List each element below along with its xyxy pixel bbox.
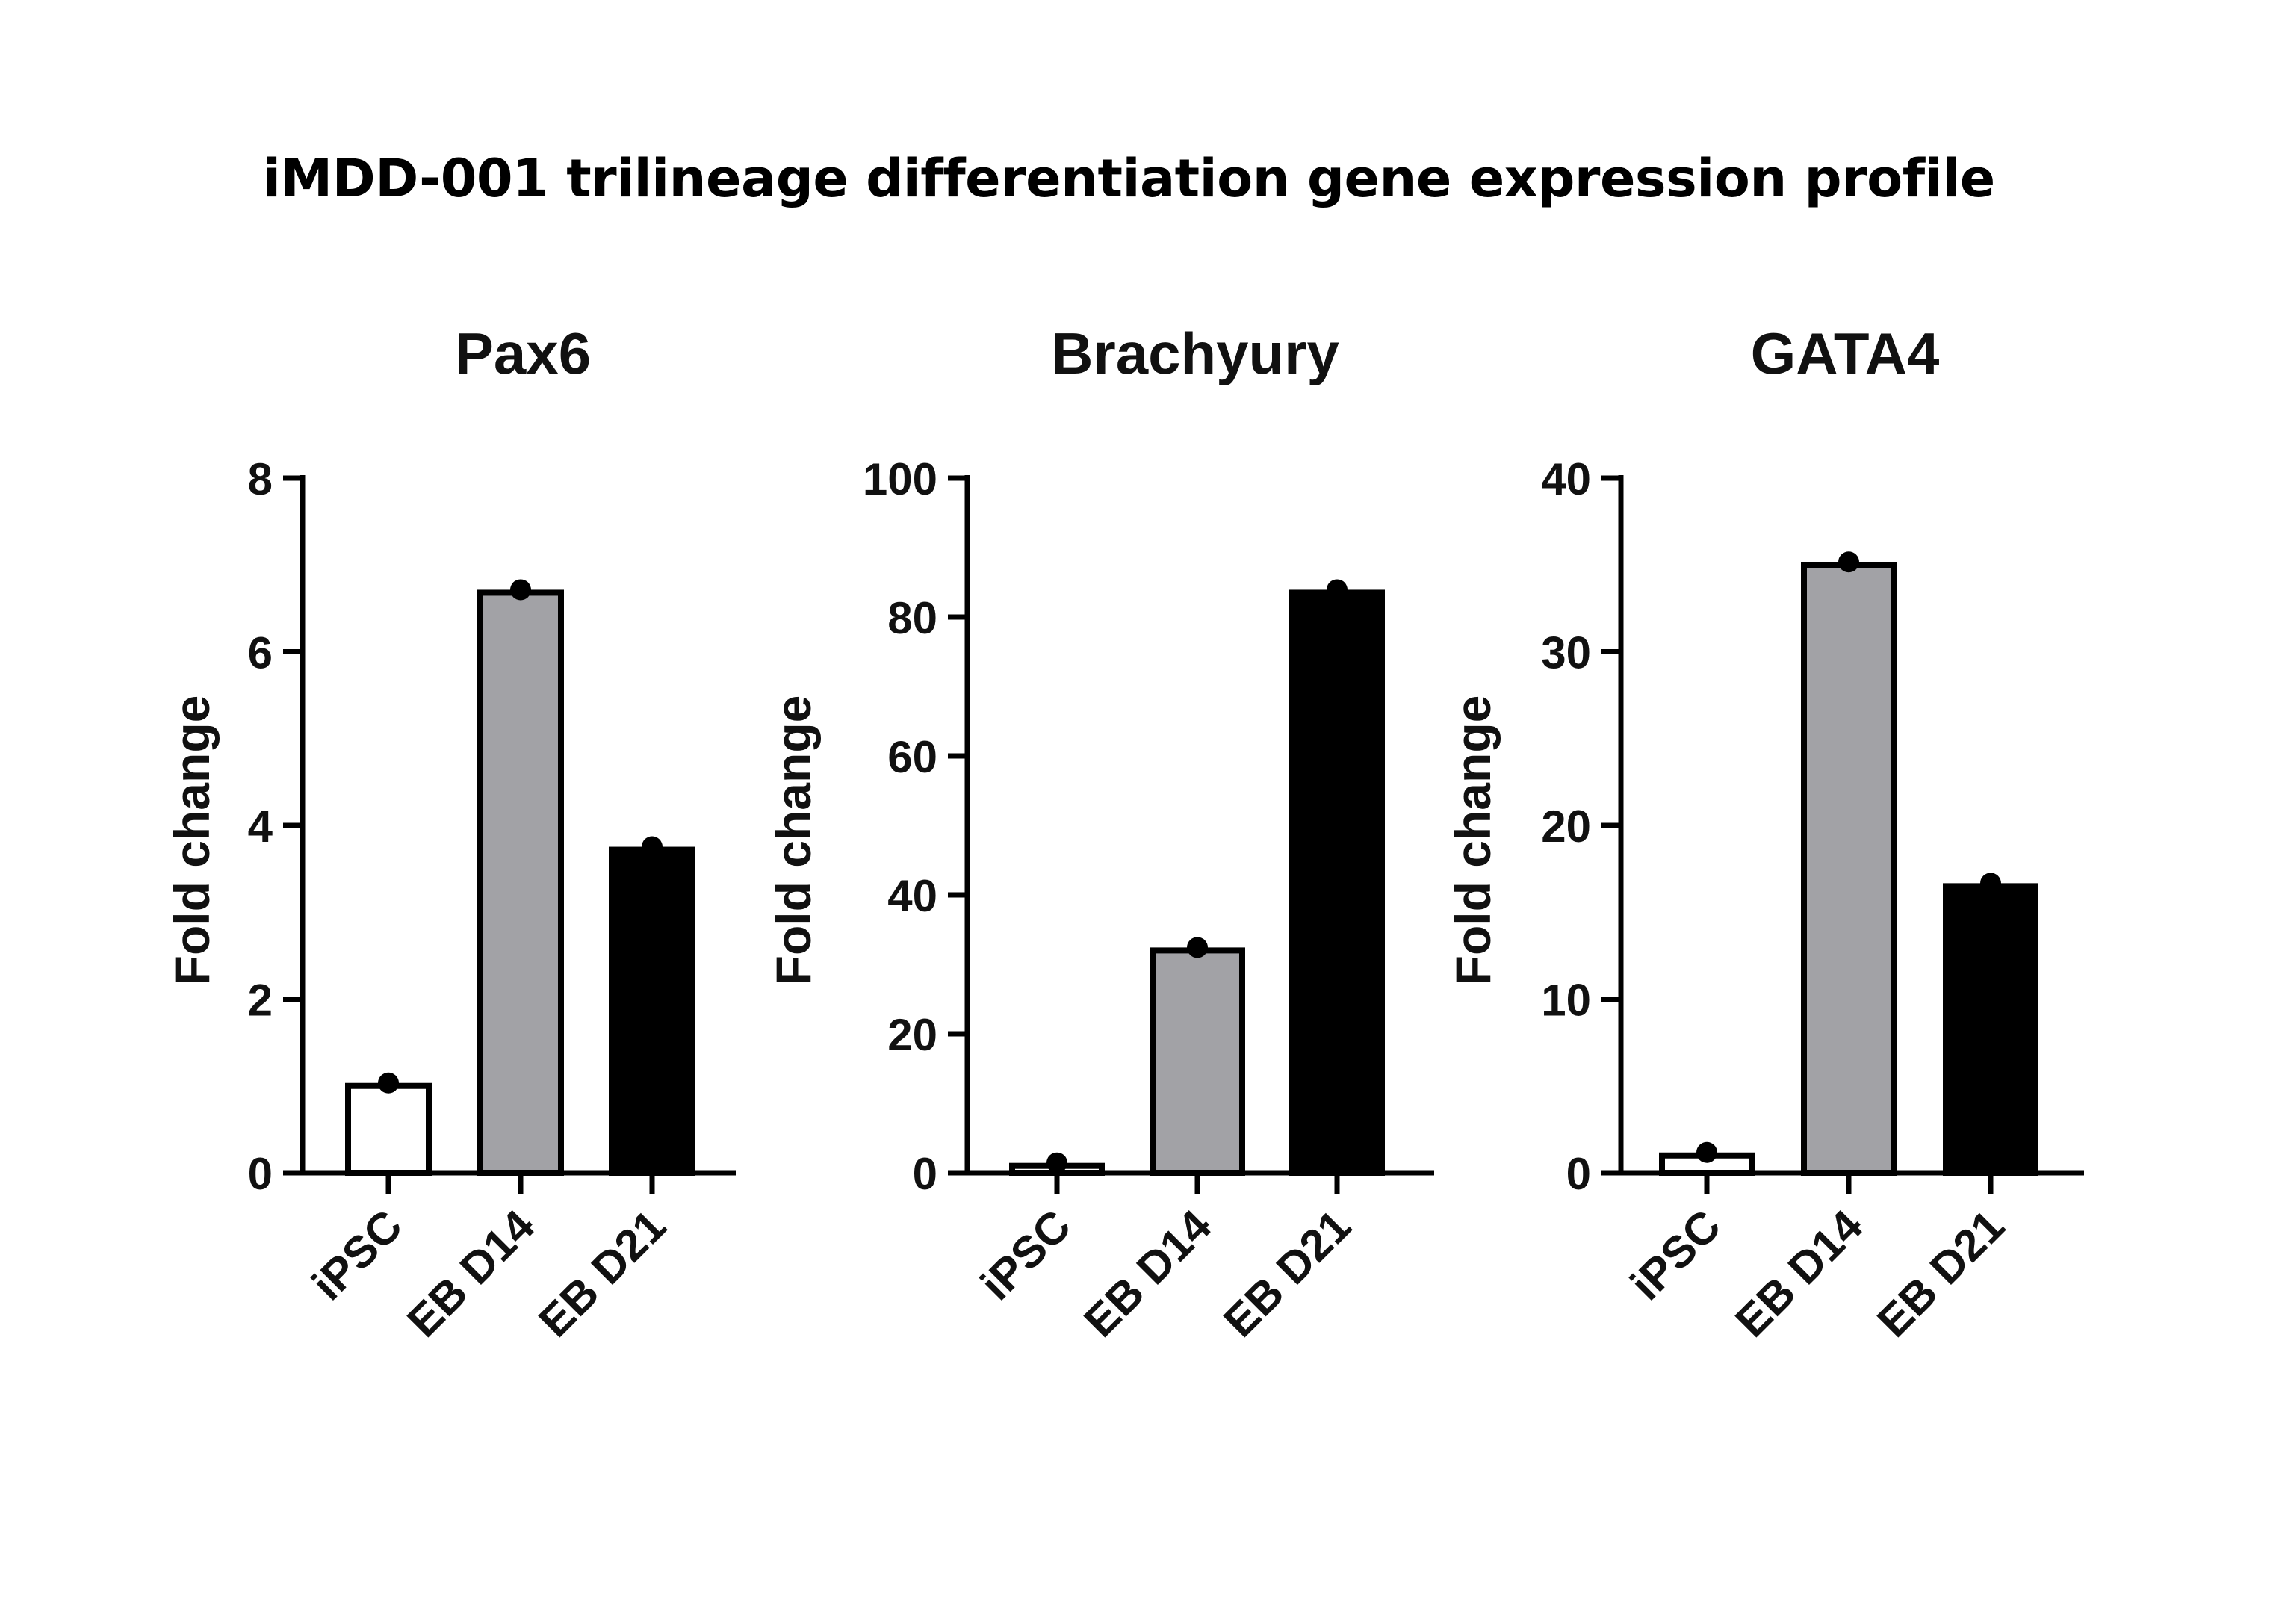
x-tick-label-gata4: EB D21 [1867,1200,2014,1347]
bar-pax6-1 [345,1082,432,1176]
y-tick-label-gata4: 10 [1541,976,1591,1026]
chart-title-brachyury: Brachyury [1051,320,1339,386]
data-point-pax6-2 [510,579,531,601]
y-axis-label-brachyury: Fold change [766,695,821,986]
bar-gata4-3 [1943,883,2038,1176]
y-tick-label-pax6: 0 [248,1149,273,1199]
x-tick-label-pax6: EB D21 [529,1200,675,1347]
x-tick-label-gata4: iPSC [1621,1200,1730,1310]
data-point-pax6-1 [378,1072,399,1094]
data-point-brachyury-3 [1327,579,1348,601]
y-axis-label-pax6: Fold change [164,695,220,986]
bar-brachyury-2 [1150,947,1245,1177]
x-tick-label-gata4: EB D14 [1725,1200,1872,1346]
y-tick-label-brachyury: 20 [887,1010,937,1060]
page-title: iMDD-001 trilineage differentiation gene… [263,148,1995,209]
bar-pax6-2 [477,589,564,1176]
data-point-pax6-3 [642,836,663,858]
x-tick-label-brachyury: iPSC [971,1200,1080,1310]
y-tick-label-brachyury: 80 [887,593,937,643]
x-tick-label-brachyury: EB D21 [1214,1200,1360,1347]
data-point-brachyury-2 [1187,937,1208,958]
y-tick-label-gata4: 20 [1541,802,1591,852]
y-tick-label-pax6: 4 [248,802,273,852]
data-point-gata4-2 [1838,551,1859,573]
x-tick-label-pax6: iPSC [303,1200,412,1310]
y-tick-label-pax6: 6 [248,628,273,678]
y-tick-label-brachyury: 100 [863,454,937,504]
data-point-gata4-1 [1696,1141,1717,1163]
y-tick-label-gata4: 0 [1566,1149,1591,1199]
bar-brachyury-3 [1289,589,1385,1176]
y-axis-label-gata4: Fold change [1445,695,1501,986]
x-tick-label-pax6: EB D14 [397,1200,544,1346]
y-tick-label-brachyury: 0 [913,1149,937,1199]
y-tick-label-brachyury: 40 [887,871,937,921]
bar-pax6-3 [609,846,695,1177]
y-tick-label-brachyury: 60 [887,732,937,782]
bar-gata4-2 [1801,562,1897,1176]
y-tick-label-gata4: 30 [1541,628,1591,678]
x-tick-label-brachyury: EB D14 [1074,1200,1221,1346]
y-tick-label-pax6: 2 [248,976,273,1026]
y-tick-label-pax6: 8 [248,454,273,504]
y-tick-label-gata4: 40 [1541,454,1591,504]
data-point-brachyury-1 [1046,1152,1067,1174]
chart-title-pax6: Pax6 [455,320,591,386]
data-point-gata4-3 [1980,873,2001,894]
chart-title-gata4: GATA4 [1751,320,1940,386]
